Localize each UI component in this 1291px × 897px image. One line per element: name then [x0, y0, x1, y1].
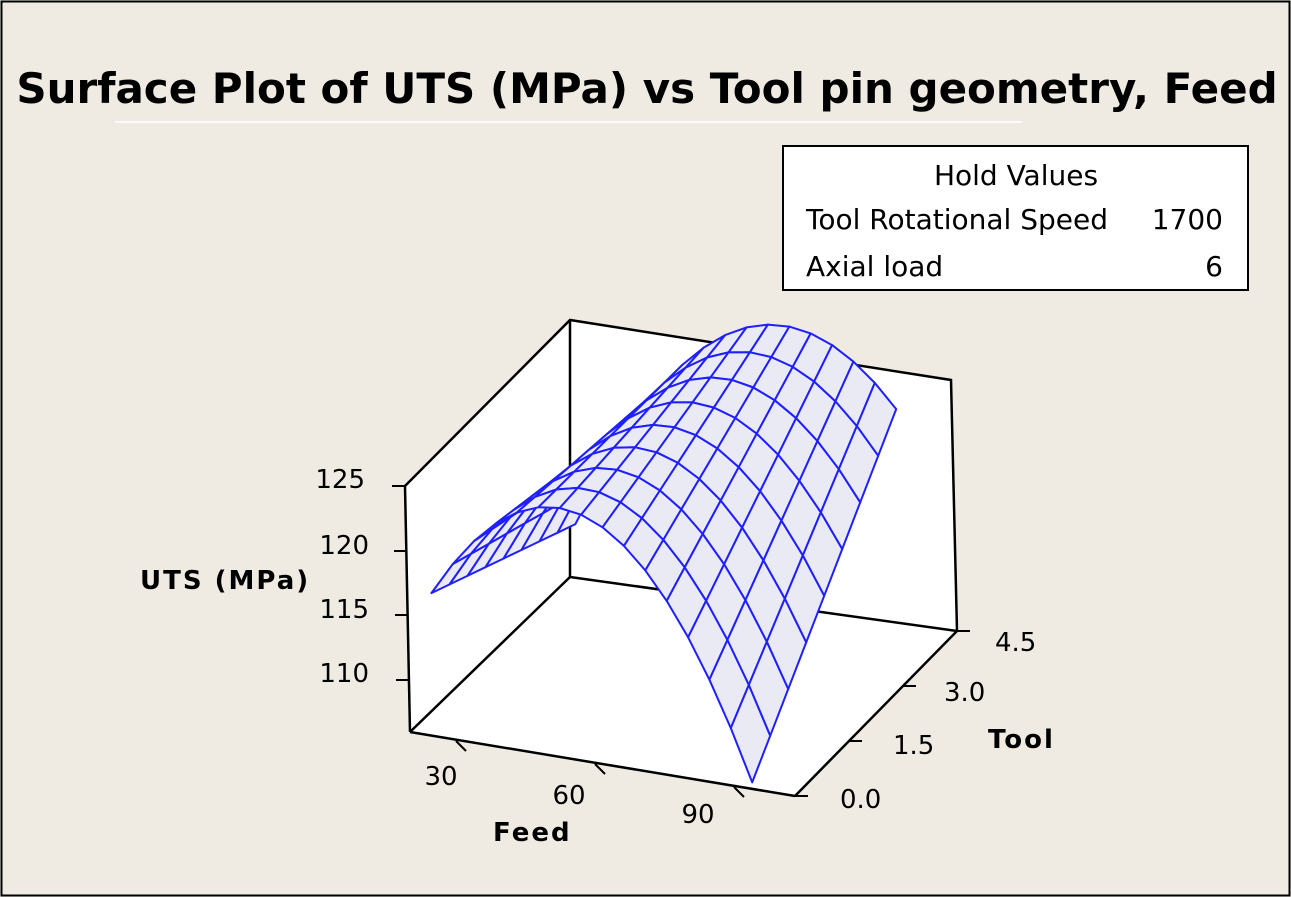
tick-labels: 125 120 115 110 30 60 90 0.0 1.5 3.0 4.5 — [315, 465, 1036, 830]
hold-value-label-axial: Axial load — [806, 250, 943, 283]
z-axis-label: UTS (MPa) — [140, 566, 310, 596]
box-left-floor-edge — [409, 576, 571, 733]
x-tick-30 — [455, 740, 467, 752]
z-tick-label-110: 110 — [319, 659, 369, 689]
hold-values-box: Hold Values Tool Rotational Speed 1700 A… — [782, 145, 1249, 291]
y-tick-label-1.5: 1.5 — [893, 731, 934, 761]
x-tick-label-30: 30 — [424, 762, 457, 792]
y-tick-label-3: 3.0 — [944, 678, 985, 708]
y-tick-label-4.5: 4.5 — [995, 628, 1036, 658]
y-axis-line — [794, 630, 958, 797]
y-axis-label: Tool — [988, 725, 1055, 755]
x-tick-label-90: 90 — [681, 800, 714, 830]
x-tick-label-60: 60 — [552, 781, 585, 811]
surface-mesh — [430, 323, 898, 784]
hold-value-speed: 1700 — [1152, 203, 1223, 236]
x-tick-60 — [594, 763, 606, 775]
tick-marks — [392, 485, 970, 798]
hold-values-frame — [782, 145, 1249, 291]
z-tick-label-120: 120 — [319, 531, 369, 561]
z-axis-line — [403, 485, 412, 733]
z-tick-label-125: 125 — [315, 465, 365, 495]
surface-cell-14-0 — [729, 684, 772, 784]
hold-value-axial: 6 — [1205, 250, 1223, 283]
x-axis-line — [409, 730, 796, 798]
axis-labels: UTS (MPa) Feed Tool — [140, 566, 1055, 848]
z-tick-label-115: 115 — [319, 595, 369, 625]
y-tick-label-0: 0.0 — [840, 785, 881, 815]
hold-values-title: Hold Values — [934, 159, 1098, 192]
left-wall-panel — [405, 320, 570, 732]
floor-panel — [410, 577, 957, 796]
x-axis-label: Feed — [493, 818, 572, 848]
hold-value-label-speed: Tool Rotational Speed — [805, 203, 1108, 236]
chart-title: Surface Plot of UTS (MPa) vs Tool pin ge… — [16, 64, 1277, 113]
x-tick-90 — [733, 786, 745, 798]
